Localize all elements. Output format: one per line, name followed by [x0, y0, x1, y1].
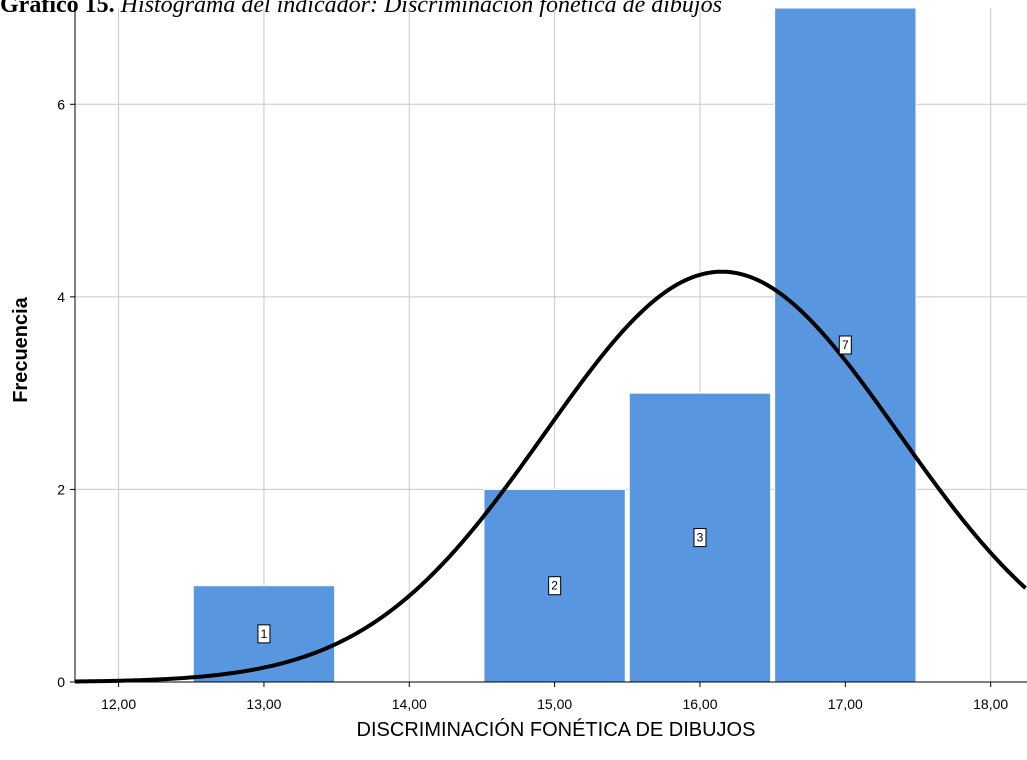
axes: 12,00 13,00 14,00 15,00 16,00 17,00 18,00 0 2 4 6 [57, 8, 1027, 712]
data-label-box [693, 528, 707, 548]
data-labels: 1 2 3 7 [257, 335, 852, 644]
y-tick-label: 0 [57, 674, 65, 690]
y-tick-label: 6 [57, 96, 65, 112]
x-tick-label: 15,00 [537, 696, 572, 712]
x-axis-title: DISCRIMINACIÓN FONÉTICA DE DIBUJOS [357, 718, 756, 741]
caption-number: Gráfico 15. [0, 0, 115, 18]
normal-curve-group [74, 269, 1027, 684]
y-tick-label: 2 [57, 481, 65, 497]
data-label: 7 [842, 338, 849, 352]
x-tick-label: 13,00 [246, 696, 281, 712]
x-tick-label: 17,00 [828, 696, 863, 712]
bars [192, 7, 917, 683]
figure-caption: Gráfico 15. Histograma del indicador: Di… [0, 0, 1027, 24]
x-tick-label: 14,00 [392, 696, 427, 712]
data-label-box [257, 624, 271, 644]
y-tick-label: 4 [57, 289, 65, 305]
y-axis-title: Frecuencia [10, 296, 32, 402]
normal-curve [74, 269, 1027, 684]
data-label: 3 [697, 531, 704, 545]
caption-text: Histograma del indicador: Discriminación… [120, 0, 722, 18]
data-label-box [838, 335, 852, 355]
data-label: 1 [261, 627, 268, 641]
x-tick-label: 12,00 [101, 696, 136, 712]
x-tick-label: 16,00 [682, 696, 717, 712]
data-label-box [548, 576, 562, 596]
x-tick-label: 18,00 [973, 696, 1008, 712]
data-label: 2 [551, 579, 558, 593]
